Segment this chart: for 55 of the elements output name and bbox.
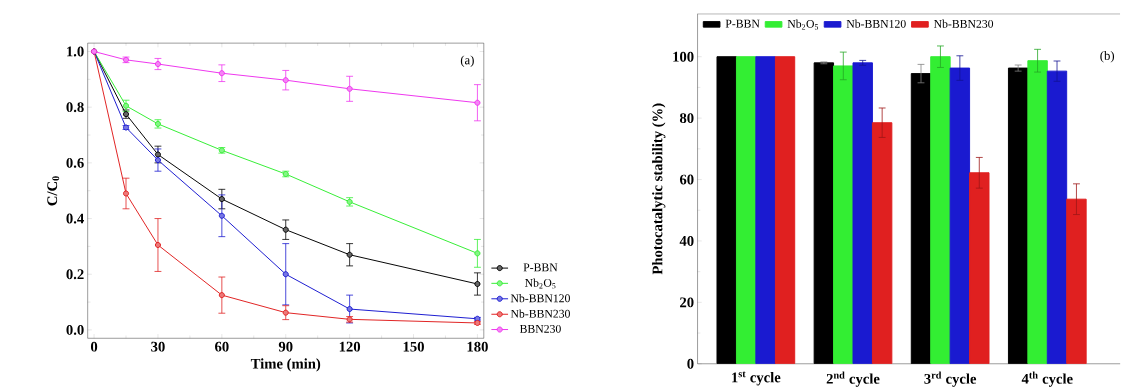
y-tick-label: 0.6: [66, 157, 84, 168]
point: [122, 190, 130, 197]
legend-label: P-BBN: [523, 263, 558, 272]
legend-label: Nb$_{2}$O$_{5}$: [787, 19, 819, 30]
legend-label: Nb-BBN230: [510, 309, 570, 318]
x-tick-label: 180: [467, 341, 488, 352]
x-tick-label: 60: [215, 341, 229, 352]
x-tick-label: 30: [151, 341, 165, 352]
y-tick-label: 100: [673, 51, 694, 62]
x-tick-label: 120: [339, 341, 361, 352]
x-tick-label: 1$^{st}$ cycle: [732, 371, 781, 386]
annotation: (a): [460, 55, 474, 67]
y-tick-label: 40: [679, 235, 694, 246]
x-tick-label: 3$^{rd}$ cycle: [924, 371, 977, 387]
legend-label: Nb-BBN120: [846, 19, 906, 28]
legend-label: BBN230: [519, 324, 561, 333]
y-tick-label: 1.0: [67, 46, 84, 57]
point: [218, 291, 225, 299]
x-axis-title: Time (min): [250, 358, 321, 372]
y-tick-label: 0.8: [66, 102, 84, 113]
y-tick-label: 80: [679, 113, 694, 123]
y-axis-title: Photocatalytic stability (%): [652, 103, 666, 275]
y-tick-label: 20: [680, 297, 694, 308]
y-tick-label: 60: [679, 174, 694, 185]
legend-label: P-BBN: [725, 19, 760, 28]
point: [282, 226, 289, 233]
y-tick-label: 0: [687, 358, 694, 369]
point: [346, 251, 353, 258]
point: [282, 271, 289, 278]
legend-label: Nb-BBN230: [933, 19, 994, 28]
point: [474, 280, 481, 287]
point: [218, 212, 225, 219]
point: [218, 195, 225, 202]
point: [154, 241, 161, 248]
y-tick-label: 0.4: [66, 213, 84, 224]
point: [154, 156, 161, 164]
x-tick-label: 150: [403, 341, 424, 352]
legend-label: Nb$_{2}$O$_{5}$: [525, 278, 556, 289]
x-tick-label: 4$^{th}$ cycle: [1021, 371, 1073, 387]
point: [474, 99, 481, 106]
point: [346, 85, 353, 92]
point: [282, 77, 289, 84]
point: [282, 309, 289, 316]
point: [218, 70, 225, 77]
annotation: (b): [1100, 50, 1115, 63]
y-tick-label: 0.2: [66, 269, 84, 280]
point: [474, 250, 481, 257]
y-axis-title: C/C$_{0}$: [47, 176, 60, 206]
x-tick-label: 0: [90, 341, 98, 352]
x-tick-label: 2$^{nd}$ cycle: [826, 371, 880, 387]
point: [346, 305, 353, 312]
y-tick-label: 0.0: [66, 324, 84, 335]
x-tick-label: 90: [278, 341, 293, 352]
legend-label: Nb-BBN120: [510, 293, 570, 303]
point: [154, 151, 161, 158]
